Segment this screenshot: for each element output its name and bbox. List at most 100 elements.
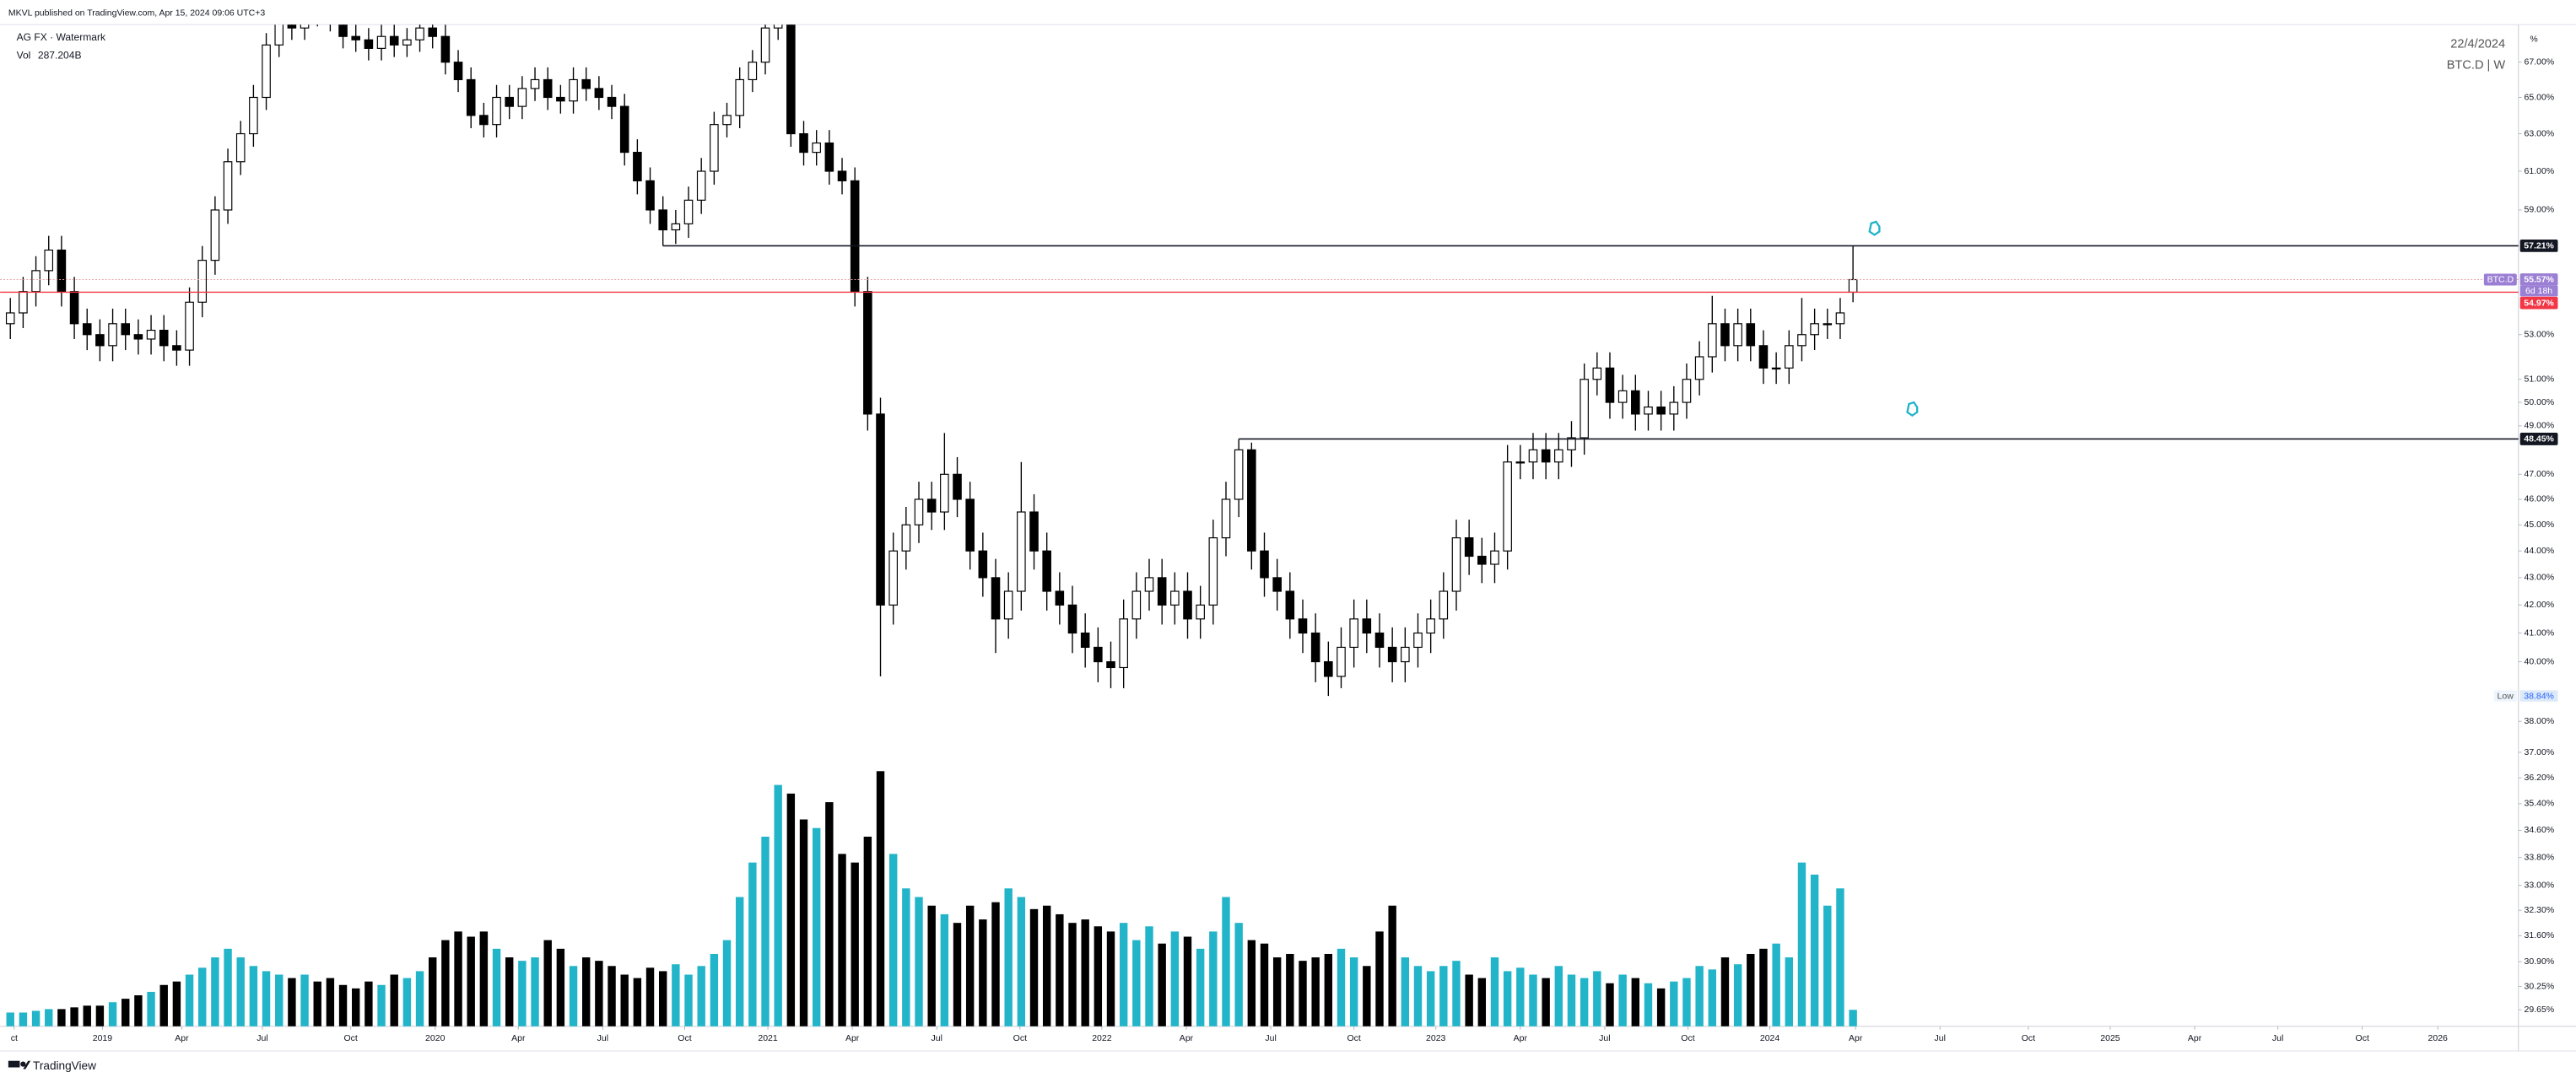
volume-bar xyxy=(684,974,693,1026)
x-tick-label: Oct xyxy=(2356,1033,2369,1043)
candle-body xyxy=(978,550,988,579)
candle-body xyxy=(1733,323,1742,347)
x-tick-label: 2020 xyxy=(425,1033,446,1043)
candle-body xyxy=(1208,537,1218,606)
last-price-box xyxy=(2519,273,2558,286)
volume-bar xyxy=(1247,940,1256,1026)
candle-body xyxy=(1324,660,1333,677)
volume-bar xyxy=(95,1005,105,1026)
candle-body xyxy=(1157,577,1167,606)
x-tick-label: Apr xyxy=(845,1033,860,1043)
x-tick-label: Jul xyxy=(1599,1033,1610,1043)
volume-bar xyxy=(1222,897,1230,1026)
candle-body xyxy=(1694,356,1704,380)
volume-bar xyxy=(479,931,489,1026)
candle-body xyxy=(466,78,476,116)
volume-bar xyxy=(45,1009,53,1026)
candle-body xyxy=(1771,367,1781,370)
volume-bar xyxy=(1286,953,1294,1026)
candle-body xyxy=(645,180,655,211)
y-tick-label: 30.90% xyxy=(2525,956,2555,967)
level-label: 57.21% xyxy=(2524,241,2554,251)
volume-bar xyxy=(531,957,539,1026)
candle-body xyxy=(453,62,463,81)
unit: % xyxy=(2530,35,2537,45)
candle-body xyxy=(338,24,348,37)
candle-body xyxy=(274,24,284,46)
candle-body xyxy=(1401,646,1410,663)
candle-body xyxy=(223,161,233,211)
volume-bar xyxy=(991,902,1000,1026)
volume-bar xyxy=(211,957,219,1026)
candle-body xyxy=(543,78,553,99)
candle-body xyxy=(492,96,501,126)
volume-bar xyxy=(799,819,808,1026)
volume-bar xyxy=(1772,943,1780,1026)
candle-body xyxy=(1464,537,1474,558)
level-box xyxy=(2519,240,2558,252)
x-tick-label: 2025 xyxy=(2100,1033,2120,1043)
y-tick-label: 33.00% xyxy=(2525,880,2555,890)
candle-body xyxy=(5,312,15,325)
candle-body xyxy=(1298,618,1308,634)
candle-body xyxy=(1260,550,1269,579)
candle-body xyxy=(1528,449,1538,463)
candle-body xyxy=(1310,632,1320,663)
volume-bar xyxy=(658,971,667,1026)
y-tick-label: 51.00% xyxy=(2525,374,2555,385)
x-tick-label: Apr xyxy=(1849,1033,1863,1043)
y-tick-label: 45.00% xyxy=(2525,520,2555,530)
candle-body xyxy=(799,132,808,154)
last-price-name-box xyxy=(2483,273,2517,286)
candle-body xyxy=(1810,323,1819,336)
candle-body xyxy=(1708,323,1717,358)
candle-body xyxy=(235,132,246,163)
y-tick-label: 59.00% xyxy=(2525,205,2555,215)
x-tick-label: 2021 xyxy=(758,1033,778,1043)
candle-body xyxy=(121,323,131,336)
candle-body xyxy=(1451,537,1461,592)
candle-body xyxy=(1183,590,1192,620)
volume-bar xyxy=(1593,971,1601,1026)
volume-bar xyxy=(1580,978,1589,1026)
candle-body xyxy=(1067,604,1077,634)
volume-bar xyxy=(1670,981,1678,1026)
volume-bar xyxy=(1656,988,1666,1026)
candle-body xyxy=(1042,550,1051,592)
volume-bar xyxy=(1209,931,1218,1026)
candle-body xyxy=(722,115,732,126)
volume-bar xyxy=(1452,961,1461,1026)
y-tick-label: 67.00% xyxy=(2525,57,2555,67)
candle-body xyxy=(389,35,399,46)
candle-body xyxy=(1337,646,1346,677)
volume-bar xyxy=(1311,957,1320,1026)
candle-body xyxy=(415,27,424,40)
candle-body xyxy=(683,199,694,224)
candle-body xyxy=(953,473,962,500)
volume-bar xyxy=(940,913,949,1026)
volume-bar xyxy=(172,981,181,1026)
volume-bar xyxy=(518,961,527,1026)
volume-bar xyxy=(1272,957,1282,1026)
low-label: 38.84% xyxy=(2524,691,2554,701)
candle-body xyxy=(965,498,975,552)
candle-body xyxy=(888,550,898,606)
volume-bar xyxy=(1375,931,1384,1026)
tradingview-logo xyxy=(8,1060,31,1070)
x-tick-label: Oct xyxy=(1347,1033,1360,1043)
candle-body xyxy=(1554,449,1563,463)
x-tick-label: 2023 xyxy=(1426,1033,1446,1043)
candle-body xyxy=(287,24,297,29)
candle-body xyxy=(812,142,821,154)
candle-body xyxy=(1080,632,1090,649)
x-tick-label: Oct xyxy=(343,1033,357,1043)
countdown: 6d 18h xyxy=(2525,286,2552,296)
candle-body xyxy=(1644,406,1653,415)
symbol: BTC.D | W xyxy=(2447,59,2506,73)
prev-close-box xyxy=(2519,296,2558,310)
volume-bar xyxy=(1299,961,1307,1026)
candle-body xyxy=(108,323,117,347)
candle-body xyxy=(95,334,105,347)
volume-bar xyxy=(19,1012,28,1026)
